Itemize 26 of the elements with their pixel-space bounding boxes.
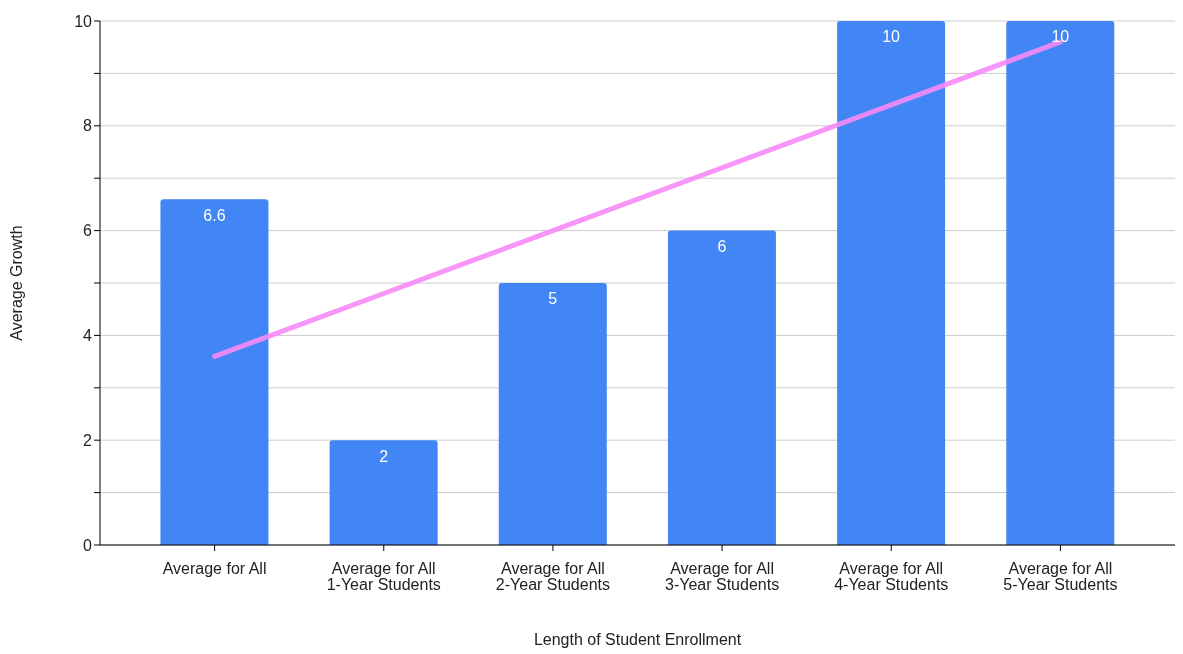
y-tick-label: 0 xyxy=(83,536,93,554)
data-label: 6 xyxy=(717,237,727,255)
x-tick-label: Average for All xyxy=(162,560,267,578)
bar xyxy=(667,230,776,545)
bar xyxy=(1006,21,1115,545)
x-tick-label: Average for All 4-Year Students xyxy=(834,560,949,594)
y-tick-label: 2 xyxy=(83,431,93,449)
data-label: 10 xyxy=(1051,28,1070,46)
data-label: 6.6 xyxy=(203,206,226,224)
data-label: 10 xyxy=(882,28,901,46)
x-axis-title: Length of Student Enrollment xyxy=(533,631,742,648)
y-axis-title: Average Growth xyxy=(7,225,25,341)
bar xyxy=(498,283,607,545)
y-tick-label: 10 xyxy=(74,12,93,30)
x-tick-label: Average for All 3-Year Students xyxy=(665,560,780,594)
bar xyxy=(160,199,269,545)
data-label: 5 xyxy=(548,290,558,308)
bar xyxy=(837,21,946,545)
x-tick-label: Average for All 5-Year Students xyxy=(1003,560,1118,594)
x-tick-label: Average for All 2-Year Students xyxy=(495,560,610,594)
data-label: 2 xyxy=(379,447,389,465)
x-tick-label: Average for All 1-Year Students xyxy=(326,560,441,594)
y-tick-label: 4 xyxy=(83,327,93,345)
bar xyxy=(329,440,438,545)
y-tick-label: 8 xyxy=(83,117,93,135)
y-tick-label: 6 xyxy=(83,222,93,240)
